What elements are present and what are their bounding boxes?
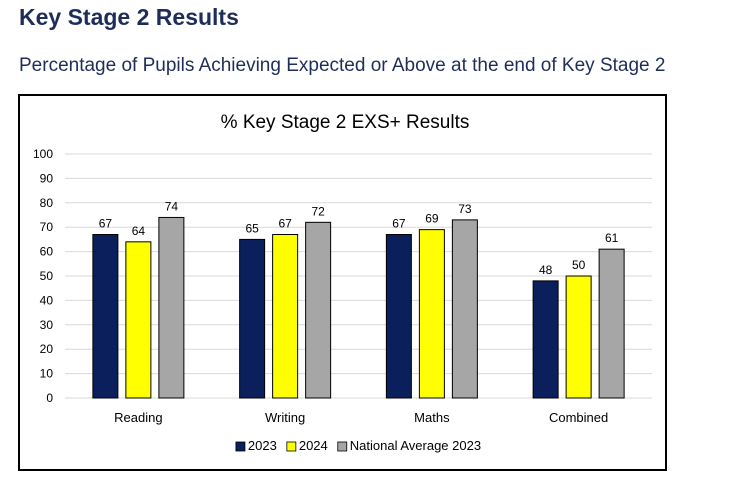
bar-2024-maths [418,229,445,399]
bar-2024-writing [272,234,299,399]
data-label: 69 [425,212,439,226]
y-tick-label: 10 [40,367,54,381]
data-label: 74 [165,199,179,213]
legend-swatch [337,441,348,452]
legend-label: 2024 [299,438,328,453]
data-label: 67 [278,217,292,231]
bar-chart: % Key Stage 2 EXS+ Results 0 10 20 30 40 50 60… [33,112,652,453]
data-label: 48 [539,263,553,277]
data-label: 64 [132,224,146,238]
y-axis: 0 10 20 30 40 50 60 70 80 90 100 [33,147,53,405]
data-labels: 67 64 74 65 67 72 67 69 73 48 50 61 [99,199,619,276]
x-axis: Reading Writing Maths Combined [114,410,608,425]
y-tick-label: 30 [40,318,54,332]
y-tick-label: 100 [33,147,53,161]
chart-title: % Key Stage 2 EXS+ Results [221,112,470,133]
data-label: 50 [572,258,586,272]
bar-national-average-2023-combined [598,248,625,399]
legend-item: 2023 [235,438,277,453]
legend-item: 2024 [286,438,328,453]
bar-national-average-2023-maths [451,219,478,399]
gridlines [65,153,652,399]
y-tick-label: 80 [40,196,54,210]
page-title: Key Stage 2 Results [19,4,239,30]
y-tick-label: 60 [40,245,54,259]
legend-swatch [235,441,246,452]
y-tick-label: 90 [40,171,54,185]
x-tick-label: Combined [549,410,608,425]
legend-label: National Average 2023 [350,438,481,453]
data-label: 67 [99,217,113,231]
bar-national-average-2023-writing [305,221,332,399]
x-tick-label: Writing [265,410,305,425]
y-tick-label: 20 [40,342,54,356]
bar-2023-writing [239,238,266,399]
data-label: 73 [458,202,472,216]
legend: 2023 2024 National Average 2023 [235,438,481,453]
bar-2024-reading [125,241,152,399]
y-tick-label: 0 [46,391,53,405]
x-tick-label: Maths [414,410,450,425]
bar-2023-reading [92,234,119,399]
legend-swatch [286,441,297,452]
bar-2023-maths [385,234,412,399]
x-tick-label: Reading [114,410,162,425]
legend-label: 2023 [248,438,277,453]
y-tick-label: 40 [40,293,54,307]
legend-item: National Average 2023 [337,438,481,453]
bar-2024-combined [565,275,592,399]
y-tick-label: 70 [40,220,54,234]
data-label: 65 [245,221,259,235]
data-label: 72 [311,204,325,218]
bar-2023-combined [532,280,559,399]
data-label: 67 [392,217,406,231]
data-label: 61 [605,231,619,245]
page-subtitle: Percentage of Pupils Achieving Expected … [19,55,666,76]
y-tick-label: 50 [40,269,54,283]
bars [92,216,625,399]
chart-container: % Key Stage 2 EXS+ Results 0 10 20 30 40 50 60… [18,94,667,471]
bar-national-average-2023-reading [158,216,185,399]
